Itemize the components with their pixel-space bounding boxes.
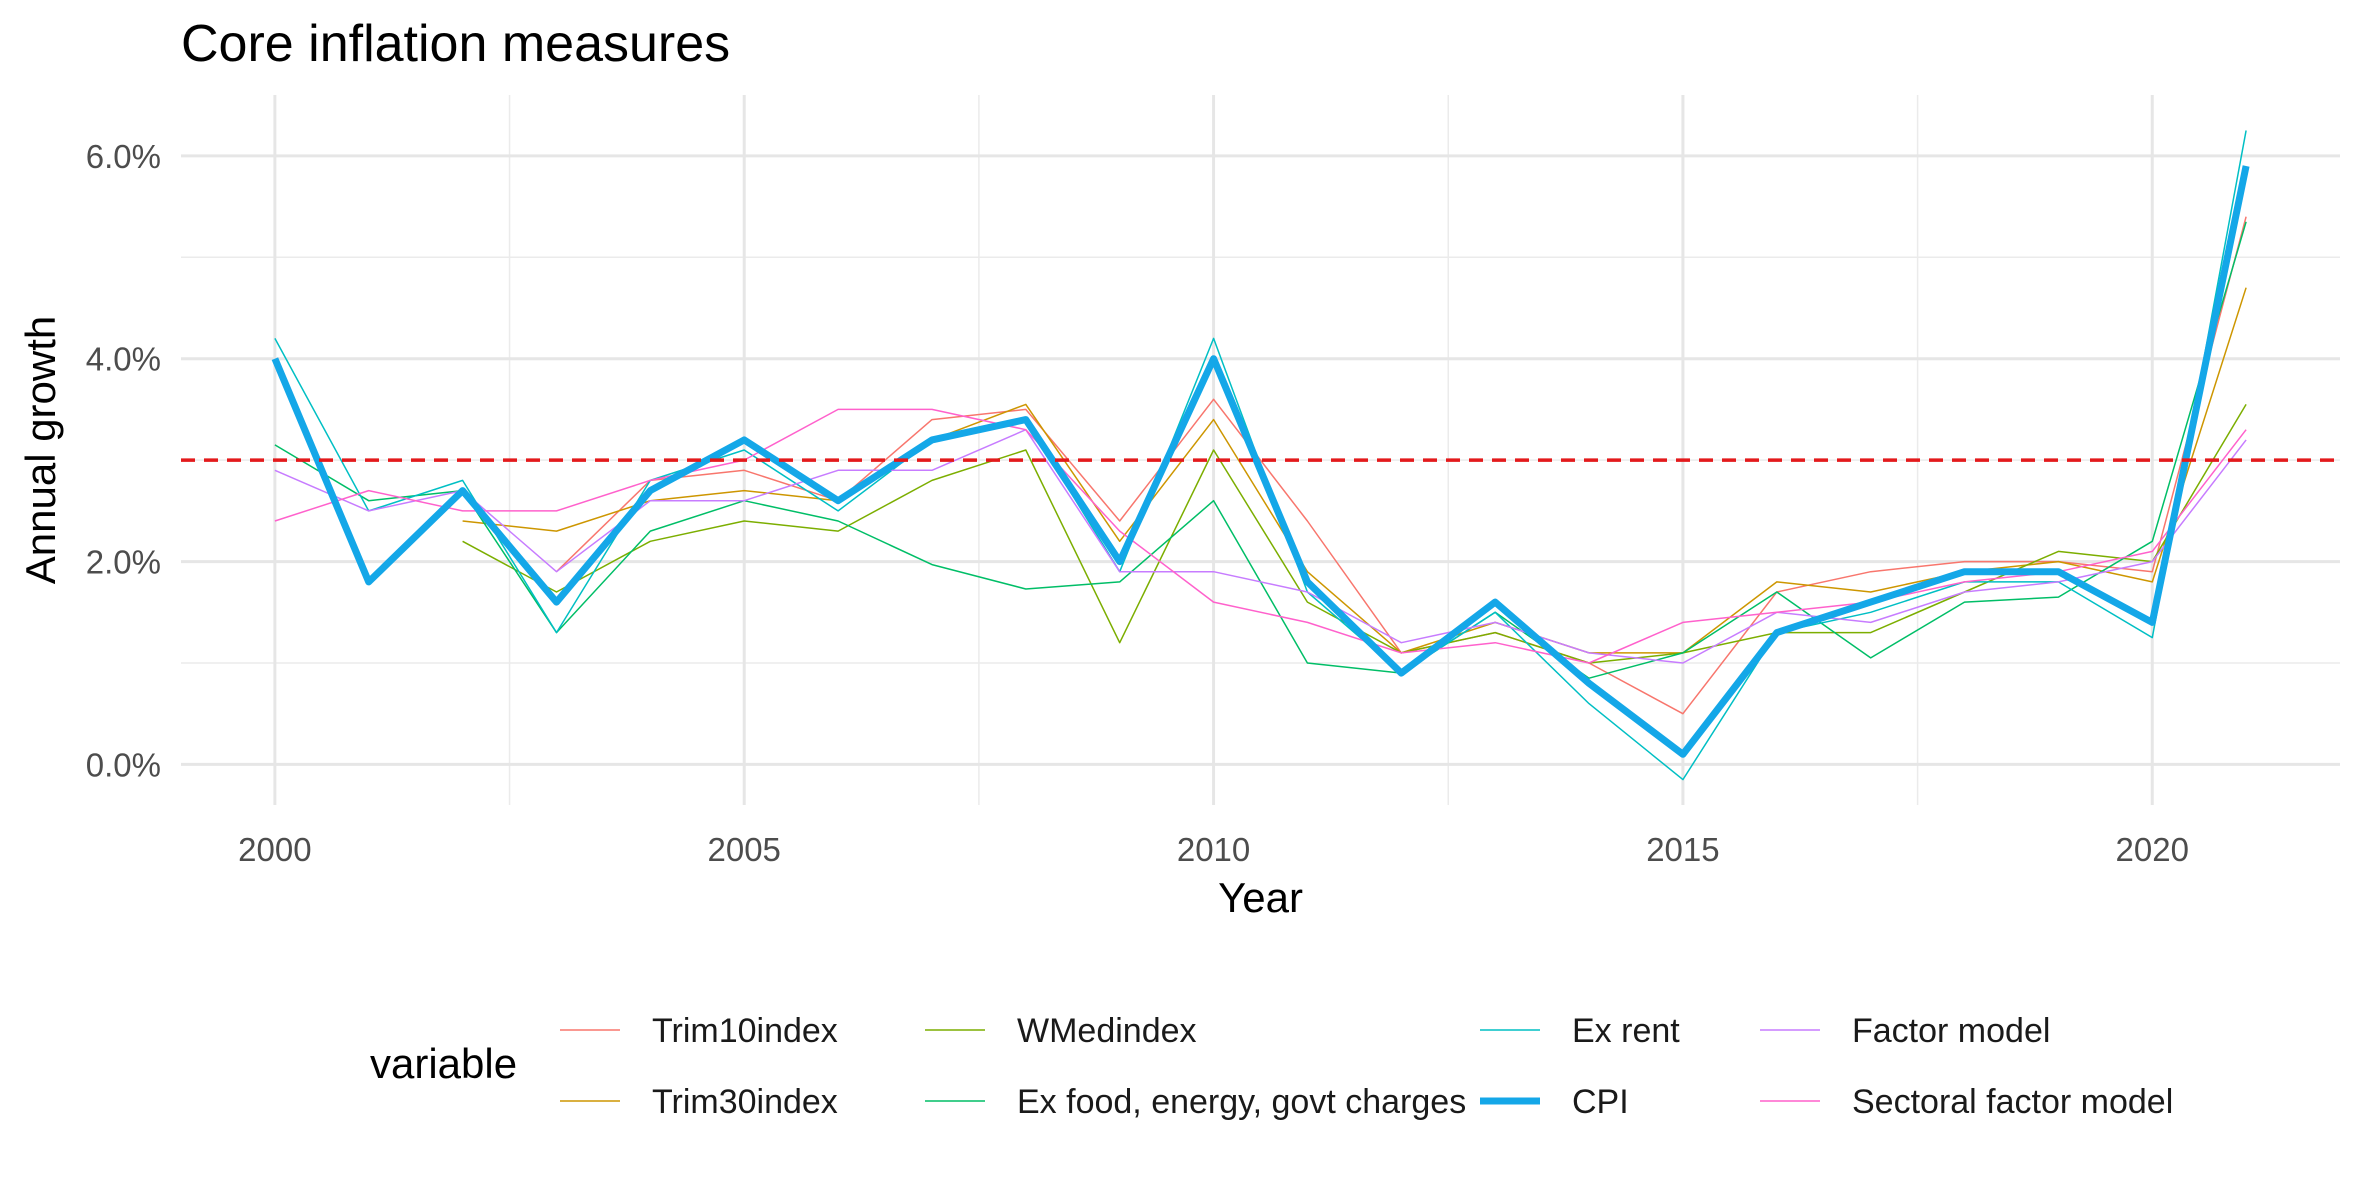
legend-label: Trim30index <box>652 1083 838 1121</box>
series-line-ex-rent <box>274 130 2247 781</box>
series-line-factor-model <box>274 428 2247 664</box>
y-tick-label: 4.0% <box>86 341 161 378</box>
x-axis-title: Year <box>1218 874 1303 921</box>
legend-title: variable <box>370 1040 517 1087</box>
legend-label: Ex rent <box>1572 1012 1680 1050</box>
legend-item: CPI <box>1480 1083 1629 1121</box>
y-axis-title: Annual growth <box>17 316 64 585</box>
legend-label: CPI <box>1572 1083 1629 1121</box>
x-tick-label: 2015 <box>1646 831 1719 868</box>
x-tick-label: 2020 <box>2116 831 2189 868</box>
legend-item: Ex food, energy, govt charges <box>925 1083 1466 1121</box>
legend-label: Sectoral factor model <box>1852 1083 2173 1121</box>
y-tick-label: 0.0% <box>86 746 161 783</box>
legend-item: WMedindex <box>925 1012 1197 1050</box>
x-tick-label: 2010 <box>1177 831 1250 868</box>
series-line-trim10index <box>555 216 2247 715</box>
legend-label: WMedindex <box>1017 1012 1197 1050</box>
legend-item: Trim30index <box>560 1083 838 1121</box>
legend-label: Ex food, energy, govt charges <box>1017 1083 1466 1121</box>
legend-item: Factor model <box>1760 1012 2050 1050</box>
series-line-sectoral-factor-model <box>274 408 2247 664</box>
series-line-cpi <box>271 165 2250 758</box>
legend-item: Ex rent <box>1480 1012 1680 1050</box>
y-tick-label: 2.0% <box>86 544 161 581</box>
series-line-trim30index <box>462 287 2247 654</box>
x-tick-label: 2000 <box>238 831 311 868</box>
y-tick-label: 6.0% <box>86 138 161 175</box>
legend-label: Trim10index <box>652 1012 838 1050</box>
chart-title: Core inflation measures <box>181 15 731 73</box>
legend-item: Sectoral factor model <box>1760 1083 2173 1121</box>
x-tick-label: 2005 <box>708 831 781 868</box>
legend-item: Trim10index <box>560 1012 838 1050</box>
legend-label: Factor model <box>1852 1012 2050 1050</box>
